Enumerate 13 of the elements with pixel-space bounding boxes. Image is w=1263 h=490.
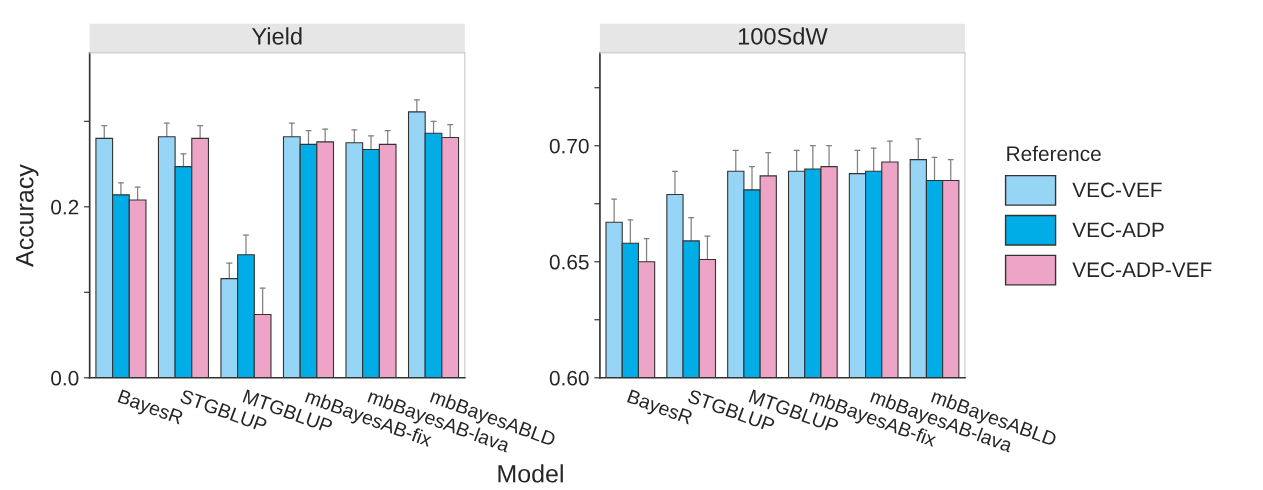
y-tick-label: 0.0: [51, 370, 79, 386]
y-tick-label: 0.60: [549, 370, 589, 386]
legend-label: VEC-ADP: [1072, 222, 1164, 238]
legend-label: VEC-ADP-VEF: [1072, 262, 1212, 278]
y-tick-label: 0.70: [549, 138, 589, 154]
x-axis-title: Model: [498, 464, 563, 483]
chart-title: 100SdW: [738, 27, 828, 45]
y-tick-label: 0.2: [51, 199, 79, 215]
y-tick-label: 0.65: [549, 254, 589, 270]
y-axis-title: Accuracy: [16, 164, 39, 267]
legend-label: VEC-VEF: [1072, 182, 1162, 198]
legend-title: Reference: [1007, 145, 1101, 162]
chart-title: Yield: [251, 27, 302, 45]
